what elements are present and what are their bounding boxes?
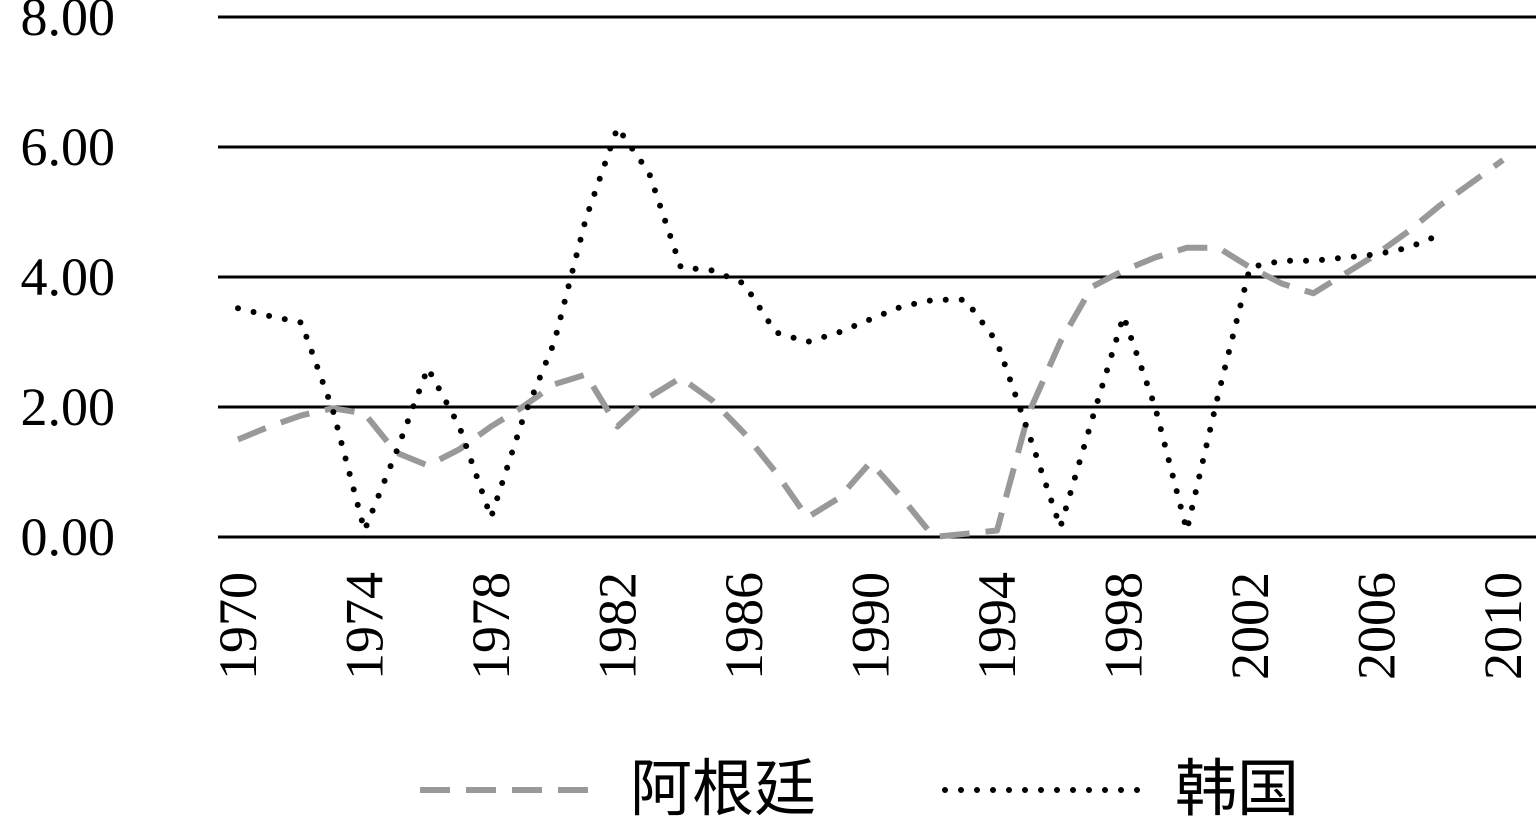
x-tick-label: 1974 xyxy=(335,572,395,680)
x-tick-label: 2002 xyxy=(1220,572,1280,680)
y-tick-label: 4.00 xyxy=(21,247,116,307)
y-tick-label: 6.00 xyxy=(21,117,116,177)
x-tick-label: 1978 xyxy=(461,572,521,680)
y-tick-label: 2.00 xyxy=(21,377,116,437)
x-tick-label: 1998 xyxy=(1094,572,1154,680)
legend-label: 韩国 xyxy=(1175,756,1299,824)
legend-label: 阿根廷 xyxy=(630,756,816,824)
x-tick-label: 1990 xyxy=(841,572,901,680)
x-tick-label: 1986 xyxy=(714,572,774,680)
line-series xyxy=(236,157,1505,540)
x-tick-label: 2006 xyxy=(1347,572,1407,680)
x-tick-label: 1982 xyxy=(588,572,648,680)
line-series xyxy=(235,124,1443,534)
x-tick-label: 2010 xyxy=(1473,572,1533,680)
x-tick-label: 1994 xyxy=(967,572,1027,680)
y-tick-label: 0.00 xyxy=(21,507,116,567)
y-tick-label: 8.00 xyxy=(21,0,116,47)
x-tick-label: 1970 xyxy=(208,572,268,680)
